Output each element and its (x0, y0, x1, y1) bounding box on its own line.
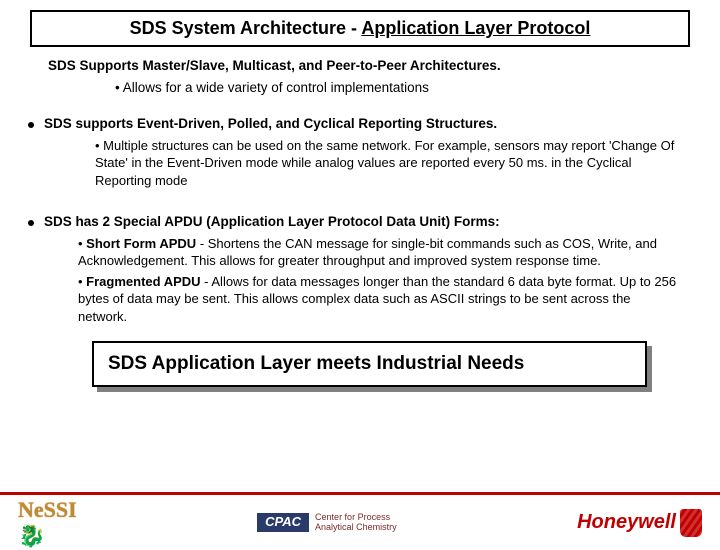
dragon-icon: 🐉 (18, 523, 77, 549)
cpac-line2: Analytical Chemistry (315, 523, 397, 533)
cpac-caption: Center for Process Analytical Chemistry (315, 513, 397, 533)
section2-sub: Multiple structures can be used on the s… (95, 137, 680, 190)
section2-heading: SDS supports Event-Driven, Polled, and C… (44, 115, 497, 133)
section1-sub: Allows for a wide variety of control imp… (115, 79, 680, 97)
nessi-text: NeSSI (18, 497, 77, 523)
footer-left-logos: NeSSI 🐉 (18, 497, 77, 549)
slide-body: SDS Supports Master/Slave, Multicast, an… (0, 47, 720, 387)
cpac-logo: CPAC Center for Process Analytical Chemi… (257, 513, 396, 533)
honeywell-logo: Honeywell (577, 509, 702, 537)
title-plain: SDS System Architecture - (130, 18, 362, 38)
callout-box: SDS Application Layer meets Industrial N… (92, 341, 647, 387)
nessi-logo: NeSSI 🐉 (18, 497, 77, 549)
bullet-icon (28, 122, 34, 128)
cpac-box: CPAC (257, 513, 309, 531)
section3-item1: • Short Form APDU - Shortens the CAN mes… (78, 235, 680, 270)
slide-title: SDS System Architecture - Application La… (30, 10, 690, 47)
section2: SDS supports Event-Driven, Polled, and C… (40, 115, 680, 133)
honeywell-badge-icon (680, 509, 702, 537)
title-underlined: Application Layer Protocol (361, 18, 590, 38)
honeywell-text: Honeywell (577, 511, 676, 534)
section1-heading: SDS Supports Master/Slave, Multicast, an… (48, 57, 680, 75)
section3-item2-bold: Fragmented APDU (86, 274, 200, 289)
section3-heading: SDS has 2 Special APDU (Application Laye… (44, 213, 500, 231)
section3: SDS has 2 Special APDU (Application Laye… (40, 213, 680, 231)
bullet-icon (28, 220, 34, 226)
section3-item1-bold: Short Form APDU (86, 236, 196, 251)
footer: NeSSI 🐉 CPAC Center for Process Analytic… (0, 492, 720, 550)
callout-text: SDS Application Layer meets Industrial N… (92, 341, 647, 387)
section3-item2: • Fragmented APDU - Allows for data mess… (78, 273, 680, 326)
